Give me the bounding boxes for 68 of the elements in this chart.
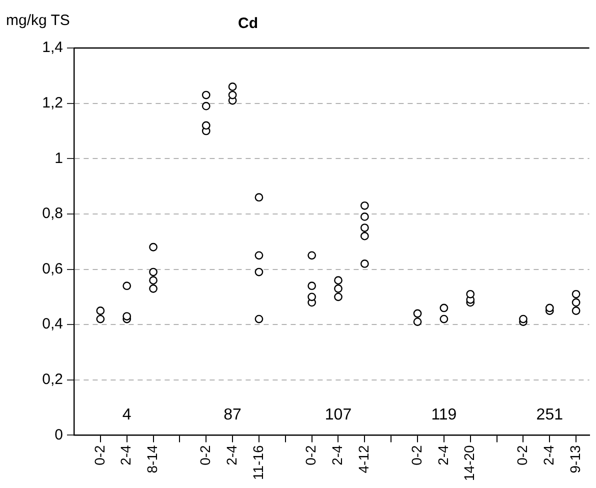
point bbox=[519, 314, 528, 324]
y-tick-label: 0,8 bbox=[42, 205, 63, 222]
point bbox=[228, 90, 237, 100]
x-tick-label: 2-4 bbox=[223, 444, 240, 466]
point bbox=[149, 276, 158, 285]
y-axis-title: mg/kg TS bbox=[6, 12, 70, 30]
point bbox=[149, 242, 158, 252]
point bbox=[254, 193, 264, 202]
x-tick-label: 0-2 bbox=[91, 444, 108, 466]
x-tick-label: 0-2 bbox=[514, 444, 530, 466]
point bbox=[254, 268, 264, 276]
point bbox=[96, 306, 105, 315]
point bbox=[440, 304, 448, 312]
point bbox=[360, 201, 369, 210]
point bbox=[334, 292, 342, 302]
annotation: 119 bbox=[431, 406, 457, 424]
point bbox=[308, 251, 316, 260]
x-tick-label: 14-20 bbox=[461, 444, 478, 482]
point bbox=[360, 260, 369, 268]
point bbox=[122, 312, 132, 320]
point bbox=[440, 314, 448, 324]
point bbox=[202, 90, 210, 100]
annotation: 4 bbox=[122, 406, 132, 424]
point bbox=[360, 212, 369, 221]
point bbox=[254, 251, 264, 260]
point bbox=[572, 290, 580, 298]
annotation: 251 bbox=[536, 406, 564, 424]
y-tick-label: 1,2 bbox=[42, 94, 63, 112]
annotation: 87 bbox=[224, 406, 242, 424]
x-tick-label: 11-16 bbox=[250, 444, 266, 480]
point bbox=[334, 284, 342, 293]
y-tick-label: 0,2 bbox=[42, 371, 63, 388]
point bbox=[308, 282, 316, 290]
point bbox=[122, 282, 132, 290]
x-tick-label: 0-2 bbox=[408, 444, 424, 466]
point bbox=[572, 306, 580, 315]
point bbox=[360, 232, 369, 240]
y-tick-label: 1 bbox=[54, 150, 63, 167]
y-tick-label: 0 bbox=[54, 426, 63, 444]
chart-title: Cd bbox=[238, 15, 258, 32]
point bbox=[254, 314, 264, 324]
x-tick-label: 2-4 bbox=[540, 444, 556, 466]
x-tick-label: 8-14 bbox=[144, 444, 160, 474]
x-tick-label: 2-4 bbox=[329, 444, 346, 466]
x-tick-label: 2-4 bbox=[118, 444, 134, 466]
y-tick-label: 0,4 bbox=[42, 316, 63, 333]
annotation: 107 bbox=[324, 406, 352, 424]
point bbox=[96, 314, 105, 324]
point bbox=[413, 318, 422, 326]
point bbox=[149, 268, 158, 276]
x-tick-label: 4-12 bbox=[356, 444, 372, 474]
point bbox=[308, 292, 316, 302]
point bbox=[545, 304, 554, 312]
point bbox=[202, 121, 210, 130]
point bbox=[202, 102, 210, 110]
x-tick-label: 0-2 bbox=[196, 444, 213, 466]
point bbox=[228, 82, 237, 91]
point bbox=[149, 284, 158, 293]
point bbox=[466, 290, 475, 298]
y-tick-label: 1,4 bbox=[42, 39, 63, 56]
point bbox=[334, 276, 342, 285]
point bbox=[413, 309, 422, 318]
x-tick-label: 2-4 bbox=[434, 444, 451, 466]
x-tick-label: 9-13 bbox=[566, 444, 583, 474]
point bbox=[360, 224, 369, 232]
point bbox=[572, 298, 580, 307]
y-tick-label: 0,6 bbox=[42, 260, 63, 278]
x-tick-label: 0-2 bbox=[302, 444, 319, 466]
